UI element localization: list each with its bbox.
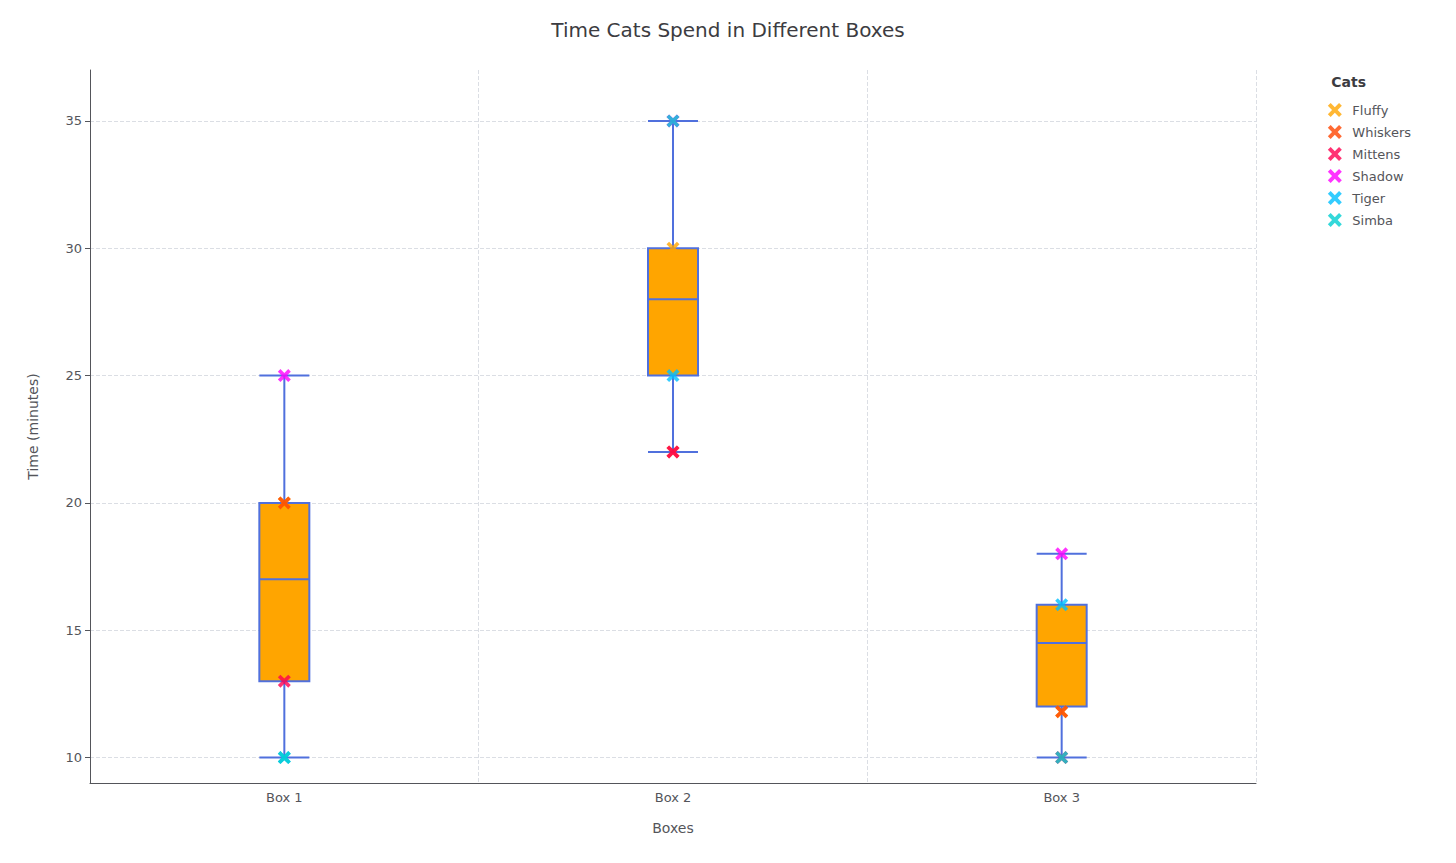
svg-text:20: 20	[65, 495, 82, 510]
svg-text:Whiskers: Whiskers	[1352, 125, 1411, 140]
svg-text:Mittens: Mittens	[1352, 147, 1400, 162]
svg-text:Box 2: Box 2	[655, 790, 692, 805]
svg-text:Boxes: Boxes	[652, 820, 694, 836]
svg-text:Shadow: Shadow	[1352, 169, 1404, 184]
svg-text:Box 3: Box 3	[1043, 790, 1080, 805]
svg-text:Cats: Cats	[1331, 74, 1366, 90]
svg-text:Fluffy: Fluffy	[1352, 103, 1388, 118]
svg-text:Time Cats Spend in Different B: Time Cats Spend in Different Boxes	[550, 18, 904, 42]
svg-text:30: 30	[65, 241, 82, 256]
svg-text:15: 15	[65, 623, 82, 638]
svg-text:35: 35	[65, 113, 82, 128]
svg-text:Tiger: Tiger	[1351, 191, 1385, 206]
svg-text:Simba: Simba	[1352, 213, 1393, 228]
svg-text:Time (minutes): Time (minutes)	[25, 373, 41, 480]
svg-text:10: 10	[65, 750, 82, 765]
svg-text:Box 1: Box 1	[266, 790, 303, 805]
svg-text:25: 25	[65, 368, 82, 383]
